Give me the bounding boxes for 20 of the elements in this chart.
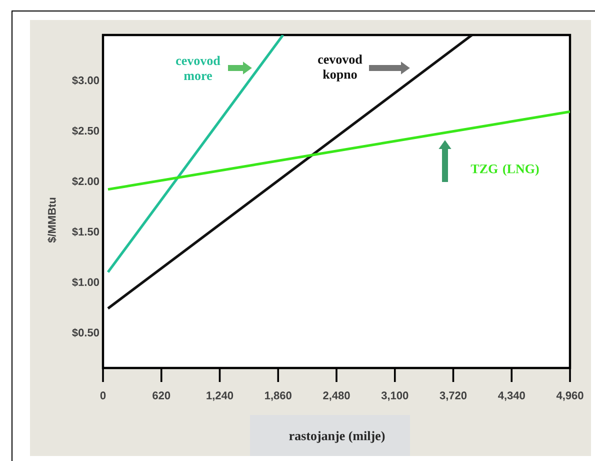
y-axis-title: $/MMBtu — [48, 198, 56, 243]
series-label: cevovod more — [176, 56, 220, 80]
y-tick-label: $1.00 — [72, 278, 100, 287]
y-tick-label: $3.00 — [72, 76, 100, 85]
text: TZG (LNG) — [470, 164, 539, 176]
text: cevovod kopno — [318, 54, 362, 82]
x-tick-label: 1,860 — [265, 392, 292, 401]
x-tick-label: 4,340 — [498, 392, 525, 401]
x-tick-label: 4,960 — [556, 392, 584, 401]
y-tick-label: $0.50 — [72, 328, 100, 338]
x-tick-label: 2,480 — [323, 392, 350, 401]
x-tick-label: 0 — [100, 392, 106, 400]
y-tick-label: $2.00 — [72, 176, 100, 186]
x-tick-label: 1,240 — [206, 392, 234, 401]
y-tick-label: $2.50 — [72, 126, 100, 136]
y-tick-label: $1.50 — [72, 227, 100, 236]
x-tick-label: 3,100 — [381, 392, 408, 401]
x-tick-label: 3,720 — [440, 392, 467, 401]
x-axis-title: rastojanje (milje) — [289, 431, 385, 443]
x-tick-label: 620 — [152, 392, 170, 400]
